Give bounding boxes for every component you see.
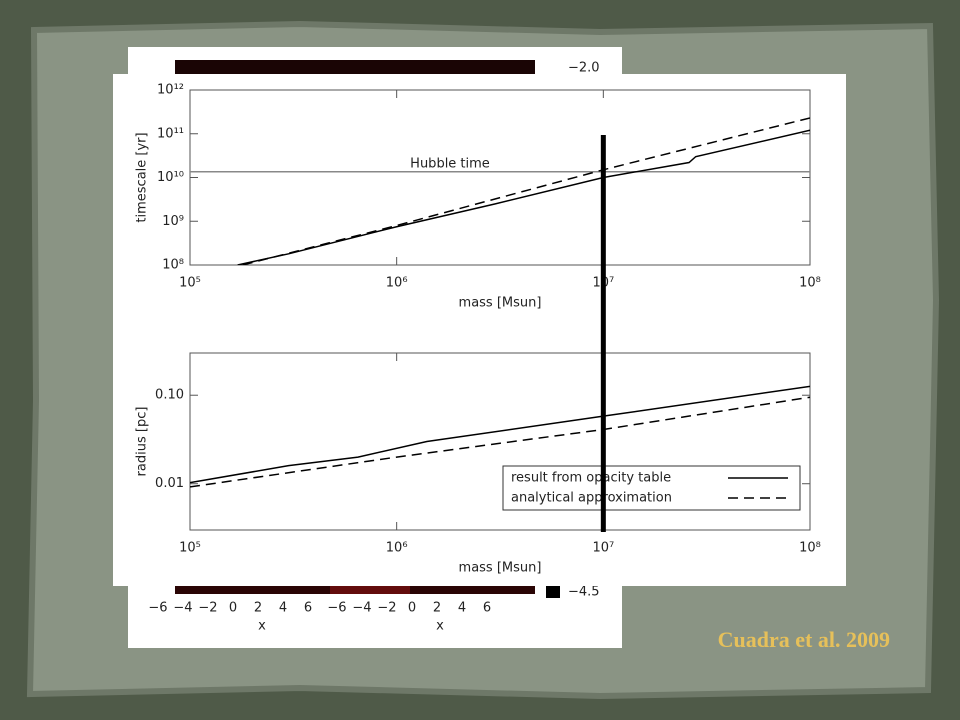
legend-label: analytical approximation bbox=[511, 491, 672, 506]
y-tick-label: 10⁸ bbox=[162, 258, 184, 273]
background-x-tick-label: −2 bbox=[377, 601, 396, 616]
colorbar-label: −2.0 bbox=[568, 61, 600, 76]
background-x-tick-label: 6 bbox=[483, 601, 491, 616]
y-tick-label: 0.10 bbox=[155, 388, 184, 403]
legend-label: result from opacity table bbox=[511, 471, 671, 486]
y-axis-label: timescale [yr] bbox=[135, 132, 150, 222]
x-tick-label: 10⁵ bbox=[179, 541, 201, 556]
background-x-tick-label: 4 bbox=[279, 601, 287, 616]
x-axis-label: mass [Msun] bbox=[459, 296, 542, 311]
caption: Cuadra et al. 2009 bbox=[718, 627, 890, 652]
background-x-tick-label: −6 bbox=[148, 601, 167, 616]
background-x-tick-label: 2 bbox=[433, 601, 441, 616]
background-x-tick-label: −4 bbox=[352, 601, 371, 616]
background-x-tick-label: 2 bbox=[254, 601, 262, 616]
background-x-label: x bbox=[436, 619, 444, 634]
y-tick-label: 10⁹ bbox=[162, 214, 184, 229]
background-colorbar bbox=[175, 60, 535, 76]
x-axis-label: mass [Msun] bbox=[459, 561, 542, 576]
x-tick-label: 10⁶ bbox=[386, 276, 408, 291]
series-line bbox=[190, 385, 810, 484]
colorbar-swatch bbox=[546, 586, 560, 598]
background-x-tick-label: 6 bbox=[304, 601, 312, 616]
plot-frame bbox=[189, 352, 811, 531]
background-x-label: x bbox=[258, 619, 266, 634]
colorbar-label: −4.5 bbox=[568, 585, 600, 600]
y-tick-label: 10¹⁰ bbox=[157, 170, 184, 185]
y-tick-label: 10¹² bbox=[157, 83, 184, 98]
series-line bbox=[242, 117, 810, 265]
x-tick-label: 10⁵ bbox=[179, 276, 201, 291]
x-tick-label: 10⁸ bbox=[799, 276, 821, 291]
y-axis-label: radius [pc] bbox=[135, 407, 150, 477]
background-x-tick-label: −4 bbox=[173, 601, 192, 616]
background-x-tick-label: −6 bbox=[327, 601, 346, 616]
background-x-tick-label: 0 bbox=[408, 601, 416, 616]
series-line bbox=[190, 396, 810, 488]
x-tick-label: 10⁶ bbox=[386, 541, 408, 556]
background-x-tick-label: 4 bbox=[458, 601, 466, 616]
y-tick-label: 10¹¹ bbox=[157, 126, 184, 141]
background-x-tick-label: 0 bbox=[229, 601, 237, 616]
hline-label: Hubble time bbox=[410, 156, 490, 171]
x-tick-label: 10⁸ bbox=[799, 541, 821, 556]
y-tick-label: 0.01 bbox=[155, 476, 184, 491]
legend-box bbox=[502, 465, 801, 511]
background-x-tick-label: −2 bbox=[198, 601, 217, 616]
x-tick-label: 10⁷ bbox=[592, 541, 614, 556]
